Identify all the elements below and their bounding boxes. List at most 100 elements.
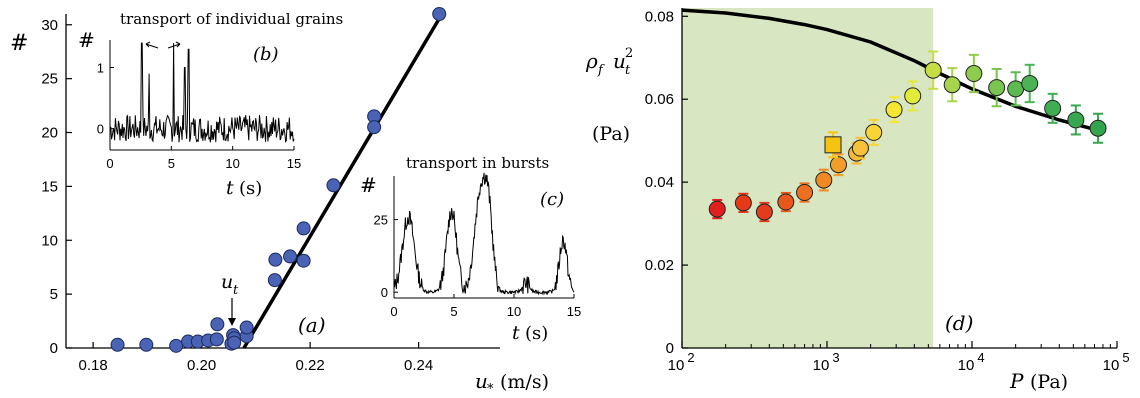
inset-c-x-tick-label: 15 <box>567 304 581 319</box>
threshold-annotation: u t <box>221 271 239 326</box>
shaded-region <box>682 8 934 348</box>
data-point <box>777 193 795 211</box>
data-point <box>432 7 447 21</box>
panel-d: 10 2 10 3 10 4 10 5 00.020.040.060.08 (d) ρ f u… <box>585 8 1130 393</box>
inset-c-tag: (c) <box>540 189 564 210</box>
data-point <box>268 252 283 267</box>
x-tick-label: 10 <box>958 357 975 374</box>
panel-a-x-label-unit: (m/s) <box>500 371 549 393</box>
data-point <box>1067 111 1085 129</box>
data-point <box>210 317 225 332</box>
inset-b-x-label-unit: (s) <box>239 178 262 199</box>
x-tick-label: 0.20 <box>187 357 216 374</box>
u-symbol: u <box>613 49 626 73</box>
inset-c-trace <box>393 172 575 296</box>
data-point <box>885 101 903 119</box>
inset-b-x-tick-label: 10 <box>225 156 239 171</box>
inset-b-trace <box>109 42 295 143</box>
inset-c-y-label: # <box>360 173 377 197</box>
data-point <box>139 337 154 352</box>
panel-d-tag: (d) <box>945 311 973 335</box>
x-tick-label: 0.24 <box>404 357 433 374</box>
y-tick-label: 0.04 <box>645 174 674 191</box>
data-point <box>209 332 224 347</box>
inset-b-arrows <box>145 41 181 49</box>
x-tick-label: 10 <box>1103 357 1120 374</box>
data-point <box>988 79 1006 97</box>
data-point <box>1021 74 1039 92</box>
inset-b-x-tick-label: 5 <box>168 156 175 171</box>
data-point <box>815 171 833 189</box>
x-tick-exponent: 3 <box>832 350 839 365</box>
arrow-right-icon <box>167 41 181 49</box>
data-point <box>1089 119 1107 137</box>
x-tick-label: 10 <box>668 357 685 374</box>
panel-d-x-label-var: P <box>1009 369 1024 393</box>
panel-d-x-label: P (Pa) <box>1009 369 1068 393</box>
data-point <box>924 61 942 79</box>
inset-b: transport of individual grains # (b) 0 5 1… <box>78 10 343 199</box>
arrow-left-icon <box>145 41 159 49</box>
data-point <box>708 200 726 218</box>
panel-a-x-label-sub: * <box>487 382 494 397</box>
inset-c-title: transport in bursts <box>406 154 549 172</box>
fit-line <box>242 13 444 349</box>
u-subscript: t <box>625 63 631 78</box>
inset-b-title: transport of individual grains <box>120 10 343 28</box>
data-point <box>943 76 961 94</box>
inset-b-tag: (b) <box>253 44 279 65</box>
threshold-label: u <box>221 271 233 293</box>
y-tick-label: 0.08 <box>645 8 674 25</box>
inset-c-x-label-unit: (s) <box>525 323 548 344</box>
inset-b-x-tick-label: 15 <box>287 156 301 171</box>
y-tick-label: 30 <box>41 17 58 34</box>
inset-b-x-label: t (s) <box>226 177 262 199</box>
y-tick-label: 0 <box>666 340 674 357</box>
u-superscript: 2 <box>625 46 633 61</box>
data-point <box>1044 99 1062 117</box>
inset-c-x-label-var: t <box>512 322 520 344</box>
panel-d-x-label-unit: (Pa) <box>1030 371 1068 393</box>
data-point <box>326 178 341 193</box>
data-point <box>169 338 184 353</box>
panel-a-y-label: # <box>10 31 28 56</box>
rho-subscript: f <box>597 63 605 78</box>
x-tick-exponent: 2 <box>687 350 694 365</box>
data-point <box>267 273 282 288</box>
data-point <box>367 120 382 135</box>
y-tick-label: 5 <box>50 286 58 303</box>
y-tick-label: 20 <box>41 125 58 142</box>
data-point <box>227 335 242 350</box>
data-point <box>965 65 983 83</box>
inset-c: transport in bursts # (c) 0 5 10 15 0 25 t (… <box>360 154 581 344</box>
inset-b-x-tick-label: 0 <box>106 156 113 171</box>
x-tick-exponent: 5 <box>1122 350 1129 365</box>
x-tick-exponent: 4 <box>977 350 984 365</box>
data-point <box>296 221 311 236</box>
x-tick-label: 0.22 <box>296 357 325 374</box>
y-tick-label: 0.02 <box>645 257 674 274</box>
data-point <box>796 184 814 202</box>
threshold-arrow-head <box>228 318 236 326</box>
inset-c-y-tick-label: 0 <box>381 285 388 300</box>
inset-c-y-tick-label: 25 <box>374 213 388 228</box>
inset-c-x-tick-label: 5 <box>450 304 457 319</box>
inset-c-x-tick-label: 10 <box>507 304 521 319</box>
threshold-label-subscript: t <box>233 283 239 298</box>
rho-symbol: ρ <box>585 49 598 73</box>
inset-b-y-tick-label: 0 <box>97 122 104 137</box>
panel-d-y-label: ρ f u t 2 (Pa) <box>585 46 633 145</box>
data-point <box>283 249 298 264</box>
data-point <box>110 337 125 352</box>
panel-a-tag: (a) <box>298 313 326 337</box>
y-tick-label: 10 <box>41 232 58 249</box>
square-point <box>824 136 842 154</box>
y-tick-label: 25 <box>41 71 58 88</box>
inset-b-y-tick-label: 1 <box>97 61 104 76</box>
data-point <box>904 87 922 105</box>
y-tick-label: 15 <box>41 178 58 195</box>
y-tick-label: 0 <box>50 340 58 357</box>
data-point <box>865 123 883 141</box>
panel-a-x-label-var: u <box>475 369 488 393</box>
data-point <box>296 253 311 268</box>
